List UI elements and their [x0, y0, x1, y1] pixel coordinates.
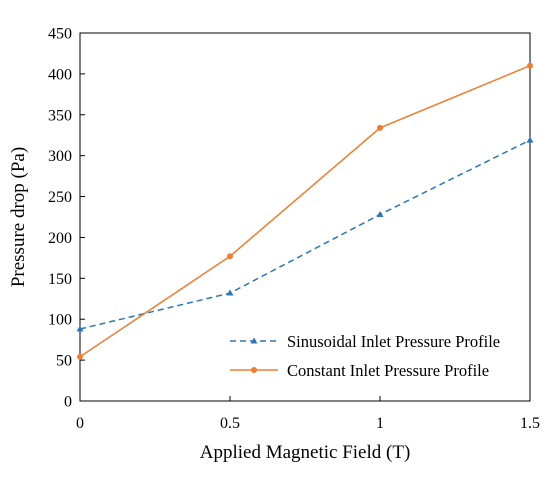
x-tick-label: 1 — [376, 415, 384, 432]
x-tick-label: 0 — [76, 415, 84, 432]
plot-frame — [79, 32, 531, 402]
data-point — [377, 124, 383, 131]
y-tick-label: 100 — [48, 312, 72, 329]
data-point — [526, 136, 534, 143]
y-tick-label: 450 — [48, 26, 72, 43]
y-tick-label: 150 — [48, 271, 72, 288]
y-tick-label: 50 — [56, 353, 72, 370]
data-point — [227, 253, 233, 260]
y-axis: 0 50 100 150 200 250 300 350 400 450 — [48, 26, 85, 411]
data-point — [527, 62, 533, 69]
y-axis-title: Pressure drop (Pa) — [8, 147, 29, 287]
legend-marker-sinusoidal — [250, 337, 258, 344]
y-tick-label: 350 — [48, 107, 72, 124]
data-point — [226, 289, 234, 296]
series-line-1 — [79, 65, 531, 358]
y-tick-label: 300 — [48, 148, 72, 165]
y-tick-label: 400 — [48, 66, 72, 83]
y-tick-label: 0 — [64, 394, 72, 411]
legend: Sinusoidal Inlet Pressure Profile Consta… — [230, 332, 500, 380]
x-tick-label: 0.5 — [220, 415, 240, 432]
legend-label-sinusoidal: Sinusoidal Inlet Pressure Profile — [287, 332, 500, 351]
data-point — [76, 325, 84, 332]
x-axis: 0 0.5 1 1.5 — [76, 396, 540, 432]
data-point — [77, 353, 83, 360]
y-tick-label: 200 — [48, 230, 72, 247]
legend-label-constant: Constant Inlet Pressure Profile — [287, 361, 489, 380]
x-tick-label: 1.5 — [520, 415, 540, 432]
series-layer — [76, 62, 534, 360]
legend-marker-constant — [251, 367, 257, 373]
data-point — [376, 211, 384, 218]
x-axis-title: Applied Magnetic Field (T) — [200, 442, 411, 463]
series-line-0 — [79, 139, 531, 330]
y-tick-label: 250 — [48, 189, 72, 206]
